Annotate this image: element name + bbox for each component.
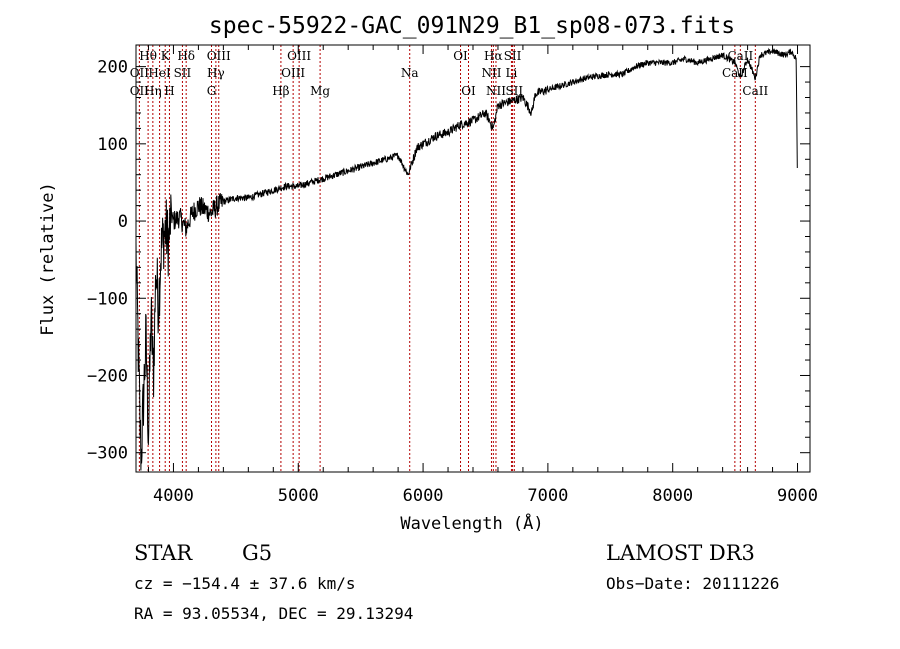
spectral-line-label: SII bbox=[504, 49, 522, 63]
spectral-line-label: Hβ bbox=[272, 84, 289, 98]
x-tick-label: 6000 bbox=[403, 486, 444, 506]
y-tick-label: −200 bbox=[87, 366, 128, 386]
spectral-line-label: SII bbox=[505, 84, 523, 98]
spectral-line-label: Mg bbox=[310, 84, 330, 98]
spectral-line-label: HeI bbox=[148, 66, 171, 80]
spectral-line-label: Na bbox=[401, 66, 419, 80]
y-tick-label: 200 bbox=[97, 58, 128, 78]
spectral-line-label: CaII bbox=[742, 84, 768, 98]
x-tick-label: 7000 bbox=[527, 486, 568, 506]
spectral-line-label: G bbox=[207, 84, 217, 98]
spectral-line-label: K bbox=[161, 49, 171, 63]
object-class: STAR bbox=[134, 541, 193, 565]
x-tick-label: 5000 bbox=[278, 486, 319, 506]
y-tick-label: −100 bbox=[87, 289, 128, 309]
x-tick-label: 9000 bbox=[777, 486, 818, 506]
spectral-line-label: OI bbox=[453, 49, 468, 63]
observation-date: Obs−Date: 20111226 bbox=[606, 574, 779, 593]
spectral-line-label: H bbox=[164, 84, 174, 98]
spectral-line-label: OIII bbox=[287, 49, 311, 63]
spectral-line-label: OII bbox=[130, 66, 150, 80]
chart-title: spec-55922-GAC_091N29_B1_sp08-073.fits bbox=[209, 13, 735, 39]
spectral-line-label: OIII bbox=[207, 49, 231, 63]
x-axis-ticks: 4000 5000 6000 7000 8000 9000 bbox=[147, 45, 818, 506]
y-tick-label: 0 bbox=[118, 212, 128, 232]
spectral-line-label: OI bbox=[461, 84, 476, 98]
redshift-velocity: cz = −154.4 ± 37.6 km/s bbox=[134, 574, 356, 593]
spectral-line-label: Hδ bbox=[177, 49, 195, 63]
spectral-line-label: Hθ bbox=[139, 49, 157, 63]
spectral-line-label: Hγ bbox=[207, 66, 225, 80]
spectrum-series-line bbox=[135, 47, 798, 471]
ra-dec-coordinates: RA = 93.05534, DEC = 29.13294 bbox=[134, 604, 413, 623]
spectral-line-label: Li bbox=[506, 66, 518, 80]
y-tick-label: 100 bbox=[97, 135, 128, 155]
spectral-line-label: NII bbox=[486, 84, 506, 98]
spectral-line-label: OIII bbox=[281, 66, 305, 80]
x-tick-label: 8000 bbox=[652, 486, 693, 506]
y-axis-label: Flux (relative) bbox=[38, 182, 58, 336]
spectral-line-markers bbox=[138, 45, 756, 472]
survey-label: LAMOST DR3 bbox=[606, 541, 755, 565]
spectral-line-label: OII bbox=[130, 84, 150, 98]
y-tick-label: −300 bbox=[87, 444, 128, 464]
spectral-line-label: Hη bbox=[144, 84, 162, 98]
x-axis-label: Wavelength (Å) bbox=[400, 512, 543, 534]
x-tick-label: 4000 bbox=[153, 486, 194, 506]
spectral-line-label: Hα bbox=[484, 49, 503, 63]
object-subclass: G5 bbox=[242, 541, 272, 565]
spectral-line-label: SII bbox=[174, 66, 192, 80]
y-axis-ticks: −300 −200 −100 0 100 200 bbox=[87, 58, 810, 464]
plot-frame bbox=[135, 44, 811, 473]
spectral-line-label: NII bbox=[481, 66, 501, 80]
